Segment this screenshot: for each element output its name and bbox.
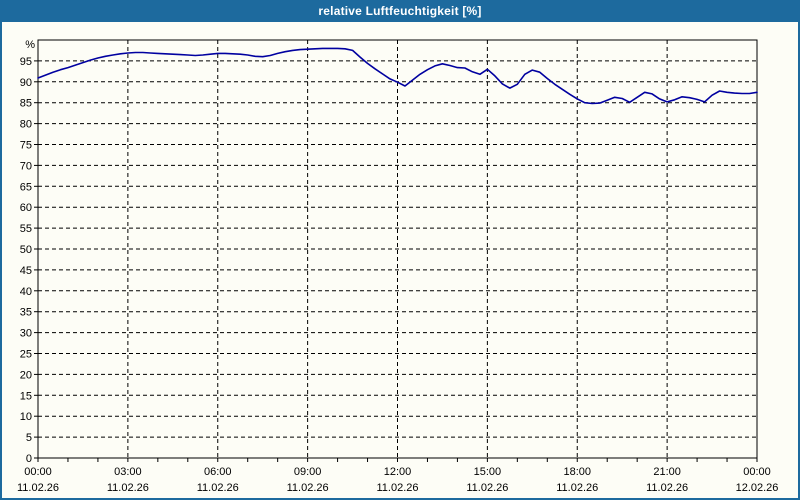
x-date-label: 11.02.26	[466, 482, 508, 494]
chart-title-bar: relative Luftfeuchtigkeit [%]	[0, 0, 800, 22]
x-date-label: 11.02.26	[646, 482, 688, 494]
x-time-label: 03:00	[114, 466, 142, 478]
y-tick-label: 75	[20, 140, 32, 152]
y-tick-label: 35	[20, 307, 32, 319]
x-date-label: 12.02.26	[736, 482, 779, 494]
y-tick-label: 85	[20, 98, 32, 110]
y-tick-label: 70	[20, 160, 32, 172]
y-tick-label: 5	[26, 432, 32, 444]
y-tick-label: 30	[20, 328, 32, 340]
y-tick-label: 90	[20, 77, 32, 89]
x-time-label: 09:00	[294, 466, 322, 478]
chart-title: relative Luftfeuchtigkeit [%]	[318, 4, 482, 18]
y-tick-label: 10	[20, 411, 32, 423]
x-time-label: 12:00	[384, 466, 412, 478]
y-tick-label: 20	[20, 369, 32, 381]
y-tick-label: 95	[20, 56, 32, 68]
x-date-label: 11.02.26	[556, 482, 598, 494]
y-tick-label: 50	[20, 244, 32, 256]
y-tick-label: 25	[20, 349, 32, 361]
x-time-label: 18:00	[563, 466, 591, 478]
y-tick-label: 15	[20, 390, 32, 402]
humidity-series-line	[37, 47, 758, 105]
y-tick-label: 80	[20, 119, 32, 131]
y-tick-label: 45	[20, 265, 32, 277]
y-tick-label: 40	[20, 286, 32, 298]
y-tick-label: 55	[20, 223, 32, 235]
x-date-label: 11.02.26	[107, 482, 149, 494]
y-axis-unit-label: %	[25, 39, 35, 51]
x-time-label: 00:00	[743, 466, 771, 478]
x-date-label: 11.02.26	[287, 482, 329, 494]
plot-frame	[37, 39, 758, 459]
y-tick-label: 0	[26, 453, 32, 465]
x-time-label: 15:00	[474, 466, 502, 478]
y-tick-label: 65	[20, 181, 32, 193]
x-date-label: 11.02.26	[197, 482, 239, 494]
x-time-label: 00:00	[24, 466, 52, 478]
y-tick-label: 60	[20, 202, 32, 214]
x-time-label: 06:00	[204, 466, 232, 478]
x-time-label: 21:00	[653, 466, 681, 478]
x-date-label: 11.02.26	[17, 482, 59, 494]
x-date-label: 11.02.26	[376, 482, 418, 494]
